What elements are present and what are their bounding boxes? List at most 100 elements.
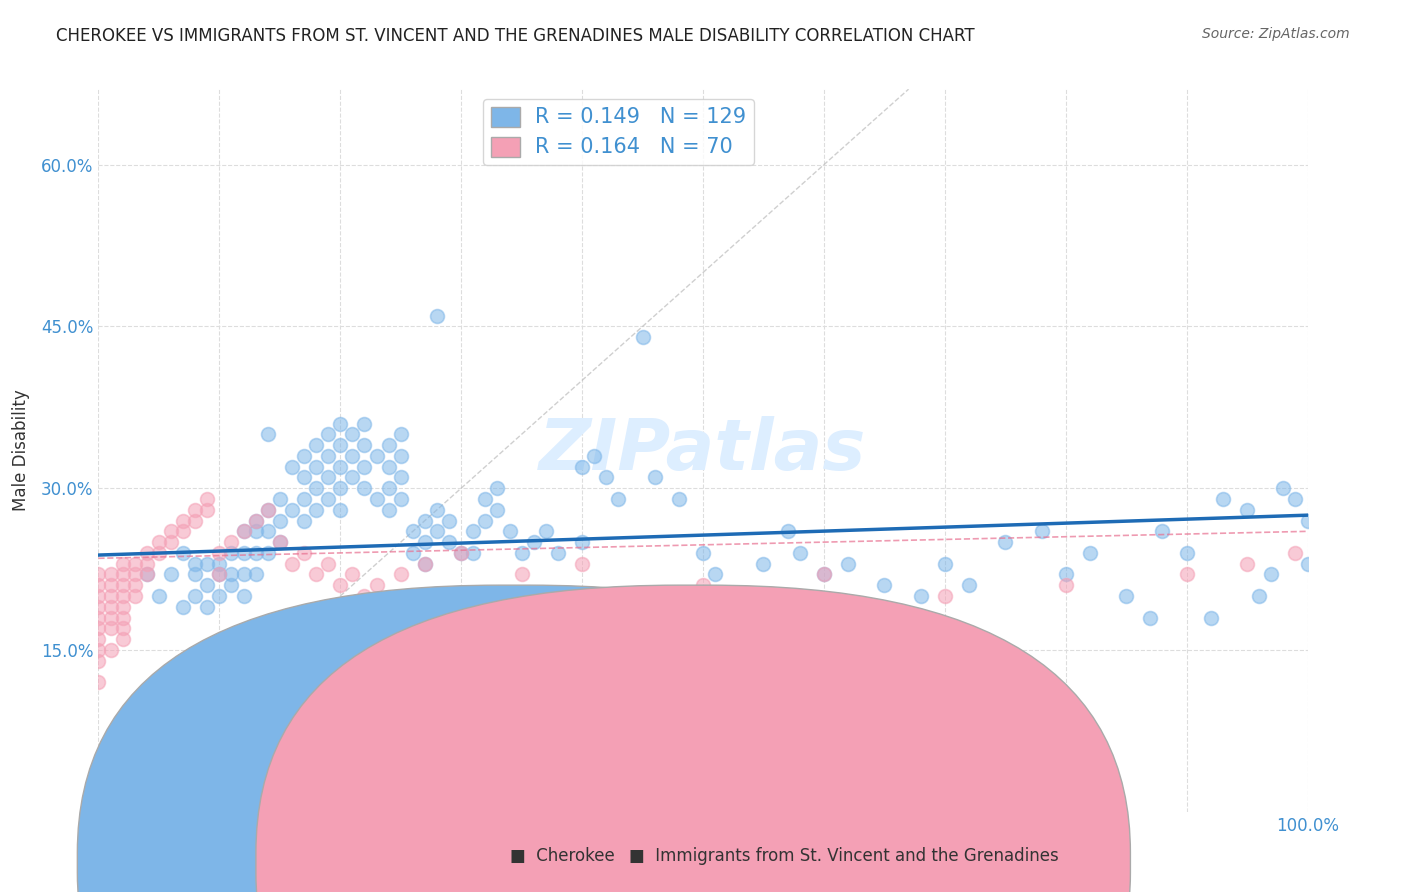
Point (389, 470, 412, 484)
Point (111, 578, 134, 592)
Point (329, 481, 352, 495)
Point (752, 557, 775, 571)
Point (316, 557, 339, 571)
Point (184, 557, 207, 571)
Point (232, 589, 254, 603)
Point (1078, 546, 1101, 560)
Point (1139, 610, 1161, 624)
Point (329, 438, 352, 452)
Point (208, 589, 231, 603)
Point (160, 567, 183, 582)
Point (245, 514, 267, 528)
Point (1115, 589, 1137, 603)
Point (111, 599, 134, 614)
Point (342, 567, 364, 582)
Point (292, 491, 315, 506)
Text: ZIPatlas: ZIPatlas (540, 416, 866, 485)
Text: CHEROKEE VS IMMIGRANTS FROM ST. VINCENT AND THE GRENADINES MALE DISABILITY CORRE: CHEROKEE VS IMMIGRANTS FROM ST. VINCENT … (56, 27, 974, 45)
Point (994, 535, 1017, 549)
Point (160, 524, 183, 539)
Point (1284, 546, 1306, 560)
Point (353, 459, 375, 474)
Point (437, 514, 460, 528)
Point (1199, 610, 1222, 624)
Point (692, 578, 714, 592)
Point (510, 675, 533, 690)
Point (316, 449, 339, 463)
Point (195, 557, 218, 571)
Point (124, 567, 146, 582)
Point (269, 514, 291, 528)
Point (377, 459, 399, 474)
Point (245, 514, 267, 528)
Point (245, 567, 267, 582)
Point (1249, 589, 1271, 603)
Point (208, 546, 231, 560)
Point (221, 578, 243, 592)
Point (366, 449, 388, 463)
Point (413, 514, 436, 528)
Point (498, 524, 520, 539)
Point (498, 686, 520, 700)
Point (292, 514, 315, 528)
Point (135, 567, 157, 582)
Point (1272, 481, 1295, 495)
Point (1031, 524, 1053, 539)
Point (571, 535, 593, 549)
Point (269, 491, 291, 506)
FancyBboxPatch shape (256, 585, 1130, 892)
Point (208, 557, 231, 571)
Point (111, 557, 134, 571)
Point (474, 514, 496, 528)
Point (1212, 491, 1234, 506)
Point (292, 449, 315, 463)
Point (353, 438, 375, 452)
Point (221, 535, 243, 549)
Point (148, 589, 170, 603)
Point (172, 546, 194, 560)
Point (195, 491, 218, 506)
Point (124, 557, 146, 571)
Point (644, 470, 666, 484)
Point (281, 502, 304, 516)
Text: Source: ZipAtlas.com: Source: ZipAtlas.com (1202, 27, 1350, 41)
Point (1175, 546, 1198, 560)
Point (245, 524, 267, 539)
Point (111, 567, 134, 582)
Point (813, 567, 835, 582)
Point (534, 524, 557, 539)
Point (437, 535, 460, 549)
Point (256, 427, 278, 442)
FancyBboxPatch shape (77, 585, 952, 892)
Point (776, 524, 799, 539)
Text: ■  Cherokee: ■ Cherokee (510, 847, 614, 865)
Point (329, 459, 352, 474)
Point (305, 438, 328, 452)
Point (87, 654, 110, 668)
Point (232, 567, 254, 582)
Point (316, 427, 339, 442)
Point (87, 589, 110, 603)
Point (1236, 502, 1258, 516)
Point (172, 599, 194, 614)
Point (87, 567, 110, 582)
Point (377, 481, 399, 495)
Point (135, 546, 157, 560)
Point (813, 567, 835, 582)
Point (957, 578, 980, 592)
Point (135, 567, 157, 582)
Point (342, 470, 364, 484)
Point (111, 589, 134, 603)
Point (87, 772, 110, 787)
Point (728, 589, 751, 603)
Point (269, 535, 291, 549)
Point (256, 546, 278, 560)
Point (305, 459, 328, 474)
Point (184, 514, 207, 528)
Point (450, 546, 472, 560)
Point (160, 535, 183, 549)
Point (87, 632, 110, 647)
Point (256, 502, 278, 516)
Point (305, 502, 328, 516)
Point (377, 438, 399, 452)
